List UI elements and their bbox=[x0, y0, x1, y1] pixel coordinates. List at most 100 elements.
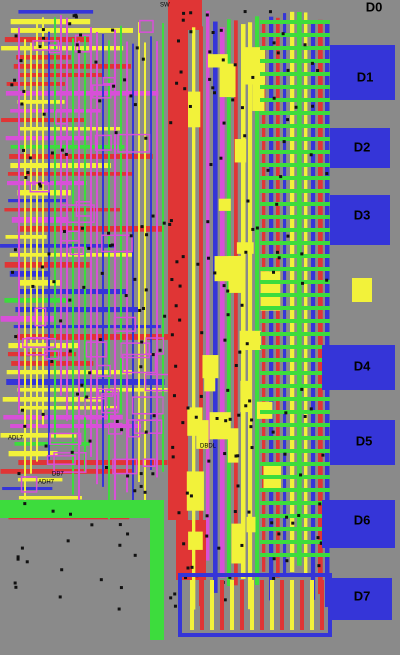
contact bbox=[250, 418, 254, 422]
metal-trace bbox=[4, 262, 90, 268]
contact bbox=[41, 28, 45, 32]
contact bbox=[23, 424, 27, 428]
contact bbox=[184, 576, 188, 580]
contact bbox=[99, 578, 103, 582]
diffusion bbox=[260, 271, 281, 311]
contact bbox=[145, 233, 149, 237]
bond-pad bbox=[330, 128, 390, 168]
metal-trace bbox=[6, 370, 134, 375]
contact bbox=[285, 559, 289, 563]
diffusion bbox=[228, 255, 246, 293]
output-trace bbox=[260, 176, 330, 180]
contact bbox=[169, 596, 173, 600]
contact bbox=[126, 532, 130, 536]
contact bbox=[219, 156, 223, 160]
output-trace bbox=[260, 46, 330, 50]
contact bbox=[94, 60, 98, 64]
metal-trace bbox=[10, 19, 91, 25]
metal-trace bbox=[8, 451, 58, 457]
contact bbox=[173, 604, 177, 608]
contact bbox=[80, 226, 84, 230]
contact bbox=[228, 417, 232, 421]
contact bbox=[178, 318, 182, 322]
contact bbox=[112, 84, 116, 88]
poly-line bbox=[96, 32, 98, 485]
contact bbox=[118, 543, 122, 547]
contact bbox=[243, 10, 247, 14]
contact bbox=[317, 564, 321, 568]
contact bbox=[129, 234, 133, 238]
diffusion bbox=[218, 198, 231, 211]
contact bbox=[221, 58, 225, 62]
contact bbox=[88, 439, 92, 443]
contact bbox=[135, 46, 139, 50]
metal-trace bbox=[17, 478, 63, 482]
contact bbox=[233, 63, 237, 67]
contact bbox=[23, 502, 27, 506]
output-trace bbox=[260, 72, 330, 76]
contact bbox=[250, 446, 254, 450]
output-trace bbox=[260, 540, 330, 544]
contact bbox=[276, 51, 280, 55]
contact bbox=[186, 406, 190, 410]
output-trace bbox=[260, 475, 330, 479]
poly-line bbox=[90, 27, 92, 457]
contact bbox=[170, 333, 174, 337]
contact bbox=[175, 260, 179, 264]
contact bbox=[272, 557, 276, 561]
contact bbox=[144, 136, 148, 140]
contact bbox=[178, 284, 182, 288]
poly-loop bbox=[94, 134, 112, 151]
contact bbox=[115, 419, 119, 423]
column-trace bbox=[290, 11, 295, 573]
driver-finger bbox=[260, 580, 264, 630]
contact bbox=[60, 148, 64, 152]
poly-line bbox=[78, 40, 80, 517]
contact bbox=[169, 121, 173, 125]
poly-line bbox=[120, 25, 122, 414]
contact bbox=[325, 278, 329, 282]
output-trace bbox=[260, 124, 330, 128]
ground-bus bbox=[0, 500, 160, 518]
contact bbox=[182, 542, 186, 546]
contact bbox=[279, 175, 283, 179]
output-trace bbox=[260, 33, 330, 37]
contact bbox=[238, 350, 242, 354]
contact bbox=[237, 413, 241, 417]
contact bbox=[151, 214, 155, 218]
contact bbox=[10, 83, 14, 87]
signal-label: DB7 bbox=[52, 472, 64, 478]
diffusion bbox=[188, 531, 203, 550]
metal-trace bbox=[18, 127, 121, 131]
contact bbox=[255, 226, 259, 230]
diffusion bbox=[245, 47, 266, 85]
contact bbox=[140, 340, 144, 344]
contact bbox=[285, 515, 289, 519]
contact bbox=[141, 306, 145, 310]
output-trace bbox=[260, 410, 330, 414]
contact bbox=[244, 404, 248, 408]
contact bbox=[87, 246, 91, 250]
contact bbox=[66, 539, 70, 543]
contact bbox=[11, 270, 15, 274]
contact bbox=[318, 502, 322, 506]
diffusion bbox=[246, 516, 256, 533]
contact bbox=[282, 140, 286, 144]
metal-trace bbox=[18, 496, 82, 500]
bond-pads bbox=[322, 45, 395, 620]
contact bbox=[283, 452, 287, 456]
contact bbox=[300, 387, 304, 391]
contact bbox=[300, 252, 304, 256]
diffusion bbox=[239, 330, 261, 350]
metal-trace bbox=[11, 217, 69, 223]
bond-pad bbox=[330, 420, 395, 465]
metal-trace bbox=[18, 460, 168, 466]
contact bbox=[50, 359, 54, 363]
poly-line bbox=[138, 22, 140, 482]
contact bbox=[245, 342, 249, 346]
poly-loop bbox=[113, 316, 136, 332]
contact bbox=[200, 331, 204, 335]
contact bbox=[171, 455, 175, 459]
contact bbox=[196, 262, 200, 266]
